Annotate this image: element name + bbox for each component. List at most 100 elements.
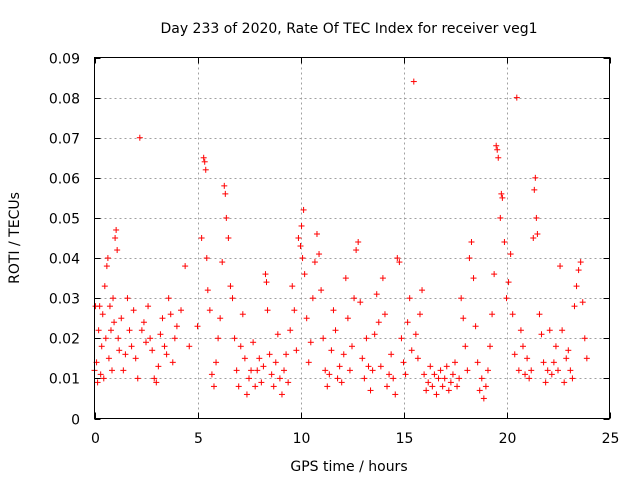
data-point — [542, 379, 549, 386]
data-point — [392, 391, 399, 398]
data-point — [338, 379, 345, 386]
data-point — [505, 279, 512, 286]
data-point — [107, 327, 114, 334]
data-point — [408, 347, 415, 354]
data-point — [454, 383, 461, 390]
data-point — [169, 359, 176, 366]
data-point — [272, 359, 279, 366]
data-point — [441, 375, 448, 382]
data-point — [299, 255, 306, 262]
data-point — [173, 323, 180, 330]
data-point — [342, 275, 349, 282]
data-point — [431, 371, 438, 378]
data-point — [122, 351, 129, 358]
data-point — [460, 315, 467, 322]
data-point — [215, 335, 222, 342]
data-point — [447, 379, 454, 386]
axis-ticks: 0 0.01 0.02 0.03 0.04 0.05 0.06 0.07 0.08 0.09 0 5 1… — [49, 52, 620, 448]
data-point — [439, 383, 446, 390]
data-point — [250, 339, 257, 346]
data-point — [95, 327, 102, 334]
data-point — [309, 295, 316, 302]
data-point — [367, 387, 374, 394]
data-point — [258, 379, 265, 386]
data-point — [206, 307, 213, 314]
data-point — [452, 359, 458, 366]
data-point — [326, 371, 333, 378]
data-point — [478, 375, 485, 382]
data-point — [210, 383, 217, 390]
data-point — [526, 375, 533, 382]
data-point — [581, 335, 588, 342]
data-point — [200, 154, 207, 161]
data-point — [328, 347, 335, 354]
data-point — [371, 331, 378, 338]
data-point — [375, 319, 382, 326]
y-axis-label: ROTI / TECUs — [7, 192, 23, 284]
data-point — [112, 235, 119, 241]
data-point — [231, 335, 238, 342]
data-point — [531, 186, 538, 193]
data-point — [557, 263, 564, 270]
data-point — [433, 391, 440, 398]
data-point — [346, 367, 353, 374]
data-point — [204, 287, 211, 294]
data-point — [227, 283, 234, 290]
data-point — [344, 315, 351, 322]
data-point — [423, 387, 430, 394]
data-point — [563, 355, 570, 362]
data-point — [377, 363, 384, 370]
data-point — [416, 311, 423, 318]
x-tick-label: 20 — [499, 431, 517, 447]
data-point — [303, 315, 310, 322]
data-point — [519, 343, 526, 350]
data-point — [186, 343, 193, 350]
data-point — [559, 327, 566, 334]
data-point — [528, 367, 535, 374]
data-point — [332, 327, 339, 334]
y-tick-label: 0.07 — [49, 132, 80, 148]
data-point — [248, 367, 255, 374]
y-tick-label: 0.09 — [49, 52, 80, 68]
data-point — [550, 359, 557, 366]
data-point — [324, 383, 331, 390]
data-point — [530, 235, 537, 241]
data-point — [157, 331, 164, 338]
data-point — [394, 255, 401, 262]
data-point — [221, 182, 228, 189]
data-point — [281, 367, 288, 374]
data-point — [114, 247, 121, 254]
data-point — [263, 279, 270, 286]
data-point — [118, 315, 125, 322]
data-point — [373, 291, 380, 298]
data-point — [369, 367, 376, 374]
data-point — [203, 255, 210, 262]
data-point — [494, 146, 501, 153]
data-point — [472, 323, 479, 330]
data-point — [398, 335, 405, 342]
data-point — [278, 391, 285, 398]
data-point — [515, 367, 522, 374]
data-point — [400, 359, 407, 366]
data-point — [579, 299, 586, 306]
data-point — [583, 355, 590, 362]
data-point — [513, 94, 520, 101]
data-point — [178, 307, 185, 314]
data-point — [524, 355, 531, 362]
data-point — [201, 158, 208, 165]
data-point — [464, 367, 471, 374]
data-point — [561, 379, 568, 386]
data-point — [404, 319, 411, 326]
data-point — [575, 267, 582, 274]
data-point — [437, 367, 444, 374]
data-point — [573, 283, 580, 290]
data-point — [305, 359, 312, 366]
data-point — [100, 375, 107, 382]
data-point — [223, 214, 230, 221]
data-point — [276, 375, 283, 382]
data-point — [381, 311, 388, 318]
data-point — [94, 379, 101, 386]
data-point — [435, 375, 442, 382]
data-point — [421, 371, 428, 378]
data-point — [268, 371, 275, 378]
